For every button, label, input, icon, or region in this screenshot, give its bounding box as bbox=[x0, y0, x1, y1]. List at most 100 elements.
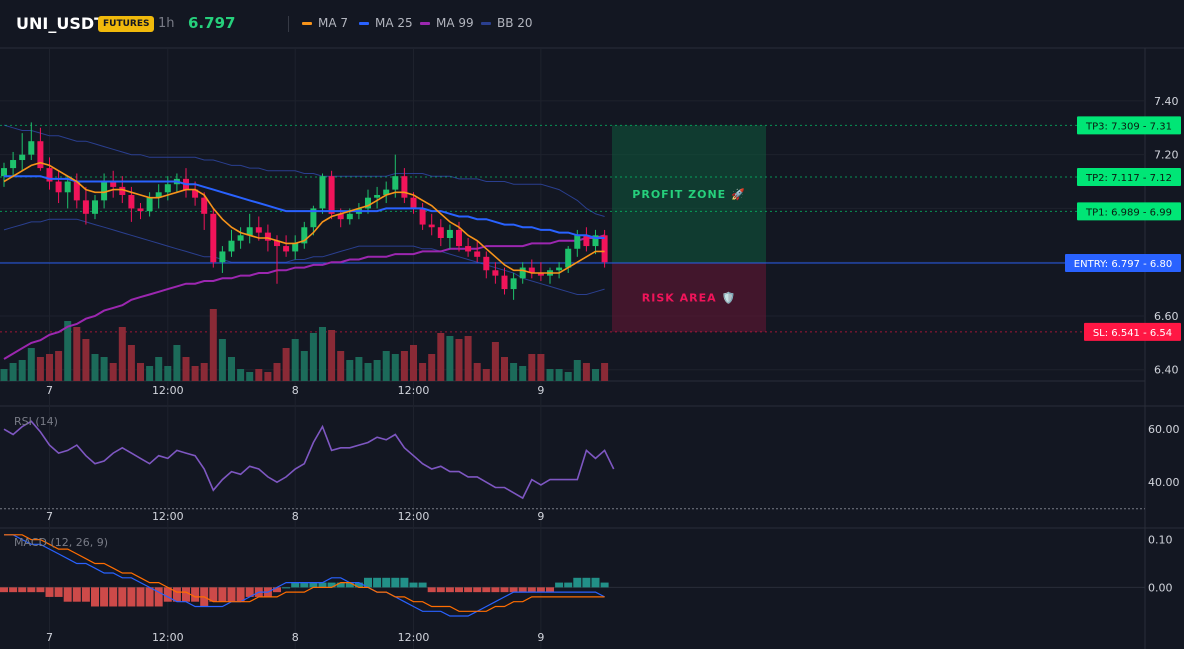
price-tick-label: 7.20 bbox=[1154, 149, 1179, 162]
candle-body bbox=[510, 278, 517, 290]
candle-body bbox=[465, 246, 472, 252]
price-tick-label: 7.40 bbox=[1154, 95, 1179, 108]
tp3-price-tag[interactable]: TP3: 7.309 - 7.31 bbox=[1077, 116, 1181, 135]
legend-ma99[interactable]: MA 99 bbox=[420, 16, 474, 30]
volume-bar bbox=[209, 309, 217, 381]
candle-body bbox=[565, 248, 572, 268]
volume-bar bbox=[228, 357, 235, 381]
volume-bar bbox=[501, 357, 508, 381]
time-tick-label: 7 bbox=[46, 384, 53, 397]
macd-tick-label: 0.10 bbox=[1148, 534, 1173, 547]
time-tick-label: 8 bbox=[292, 384, 299, 397]
candle-body bbox=[574, 235, 581, 249]
macd-histogram-bar bbox=[291, 582, 300, 588]
macd-histogram-bar bbox=[473, 587, 482, 593]
volume-bar bbox=[391, 354, 399, 381]
entry-tag-label: ENTRY: 6.797 - 6.80 bbox=[1074, 259, 1172, 270]
volume-bar bbox=[555, 369, 563, 381]
macd-histogram-bar bbox=[191, 587, 200, 602]
macd-histogram-bar bbox=[573, 577, 582, 588]
macd-histogram-bar bbox=[591, 577, 600, 588]
profit-zone-label: PROFIT ZONE 🚀 bbox=[632, 188, 745, 201]
tp1-tag-label: TP1: 6.989 - 6.99 bbox=[1085, 207, 1172, 218]
volume-bar bbox=[255, 369, 263, 381]
candle bbox=[146, 192, 153, 217]
candle bbox=[501, 267, 508, 295]
candle bbox=[164, 176, 171, 201]
timeframe-label[interactable]: 1h bbox=[158, 16, 175, 31]
candle bbox=[419, 203, 426, 230]
volume-bar bbox=[246, 372, 254, 381]
volume-bar bbox=[537, 354, 545, 381]
volume-bar bbox=[18, 360, 26, 381]
volume-bar bbox=[164, 366, 172, 381]
volume-bar bbox=[346, 360, 354, 381]
volume-bar bbox=[36, 357, 44, 381]
volume-bar bbox=[592, 369, 599, 381]
legend-ma7[interactable]: MA 7 bbox=[302, 16, 348, 30]
time-tick-label: 12:00 bbox=[398, 631, 430, 644]
candle-body bbox=[1, 168, 7, 177]
volume-bar bbox=[400, 351, 408, 381]
time-tick-label: 7 bbox=[46, 510, 53, 523]
candle bbox=[10, 151, 17, 177]
volume-bar bbox=[528, 354, 536, 381]
candle-body bbox=[328, 176, 335, 214]
macd-histogram-bar bbox=[27, 587, 36, 593]
candle bbox=[192, 181, 199, 206]
macd-histogram-bar bbox=[118, 587, 127, 607]
candle-body bbox=[392, 176, 399, 190]
macd-histogram-bar bbox=[536, 587, 545, 593]
macd-histogram-bar bbox=[382, 577, 391, 588]
macd-histogram-bar bbox=[400, 577, 409, 588]
macd-histogram-bar bbox=[18, 587, 27, 593]
tp1-price-tag[interactable]: TP1: 6.989 - 6.99 bbox=[1077, 202, 1181, 221]
candle-body bbox=[246, 227, 253, 236]
ma7-line bbox=[3, 161, 605, 274]
legend-label-ma7: MA 7 bbox=[318, 16, 349, 30]
ma25-line bbox=[4, 175, 605, 239]
volume-bar bbox=[564, 372, 572, 381]
volume-bar bbox=[146, 366, 154, 381]
candle-body bbox=[501, 275, 508, 290]
symbol-title[interactable]: UNI_USDT bbox=[16, 14, 106, 33]
legend-bb20[interactable]: BB 20 bbox=[481, 16, 533, 30]
macd-histogram-bar bbox=[0, 587, 8, 593]
candle-body bbox=[55, 181, 62, 193]
macd-title: MACD (12, 26, 9) bbox=[14, 536, 108, 549]
candle-body bbox=[601, 235, 608, 263]
candle bbox=[556, 262, 563, 279]
sl-price-tag[interactable]: SL: 6.541 - 6.54 bbox=[1084, 322, 1181, 341]
macd-histogram-bar bbox=[345, 582, 354, 588]
tp2-price-tag[interactable]: TP2: 7.117 - 7.12 bbox=[1077, 167, 1181, 186]
volume-bar bbox=[355, 357, 363, 381]
candle bbox=[246, 213, 253, 244]
candle bbox=[237, 227, 244, 249]
candle-body bbox=[492, 270, 499, 276]
candle-body bbox=[28, 141, 35, 155]
macd-signal-line bbox=[4, 534, 605, 612]
time-tick-label: 12:00 bbox=[152, 384, 184, 397]
legend-ma25[interactable]: MA 25 bbox=[359, 16, 413, 30]
candle bbox=[428, 213, 435, 236]
macd-histogram-bar bbox=[464, 587, 473, 593]
candle-body bbox=[346, 213, 353, 220]
candle-body bbox=[146, 197, 153, 212]
volume-bar bbox=[455, 339, 463, 381]
macd-histogram-bar bbox=[63, 587, 72, 602]
time-tick-label: 12:00 bbox=[398, 510, 430, 523]
volume-bar bbox=[91, 354, 99, 381]
candle bbox=[219, 246, 226, 273]
volume-bar bbox=[191, 366, 199, 381]
tp2-tag-label: TP2: 7.117 - 7.12 bbox=[1085, 173, 1172, 184]
macd-line bbox=[4, 534, 605, 617]
last-price: 6.797 bbox=[188, 14, 236, 32]
macd-histogram-bar bbox=[373, 577, 382, 588]
macd-histogram-bar bbox=[300, 582, 309, 588]
macd-histogram-bar bbox=[427, 587, 436, 593]
entry-price-tag[interactable]: ENTRY: 6.797 - 6.80 bbox=[1065, 254, 1181, 273]
macd-histogram-bar bbox=[354, 582, 363, 588]
volume-bar bbox=[410, 345, 417, 381]
entry-tag-bg bbox=[1065, 254, 1181, 273]
